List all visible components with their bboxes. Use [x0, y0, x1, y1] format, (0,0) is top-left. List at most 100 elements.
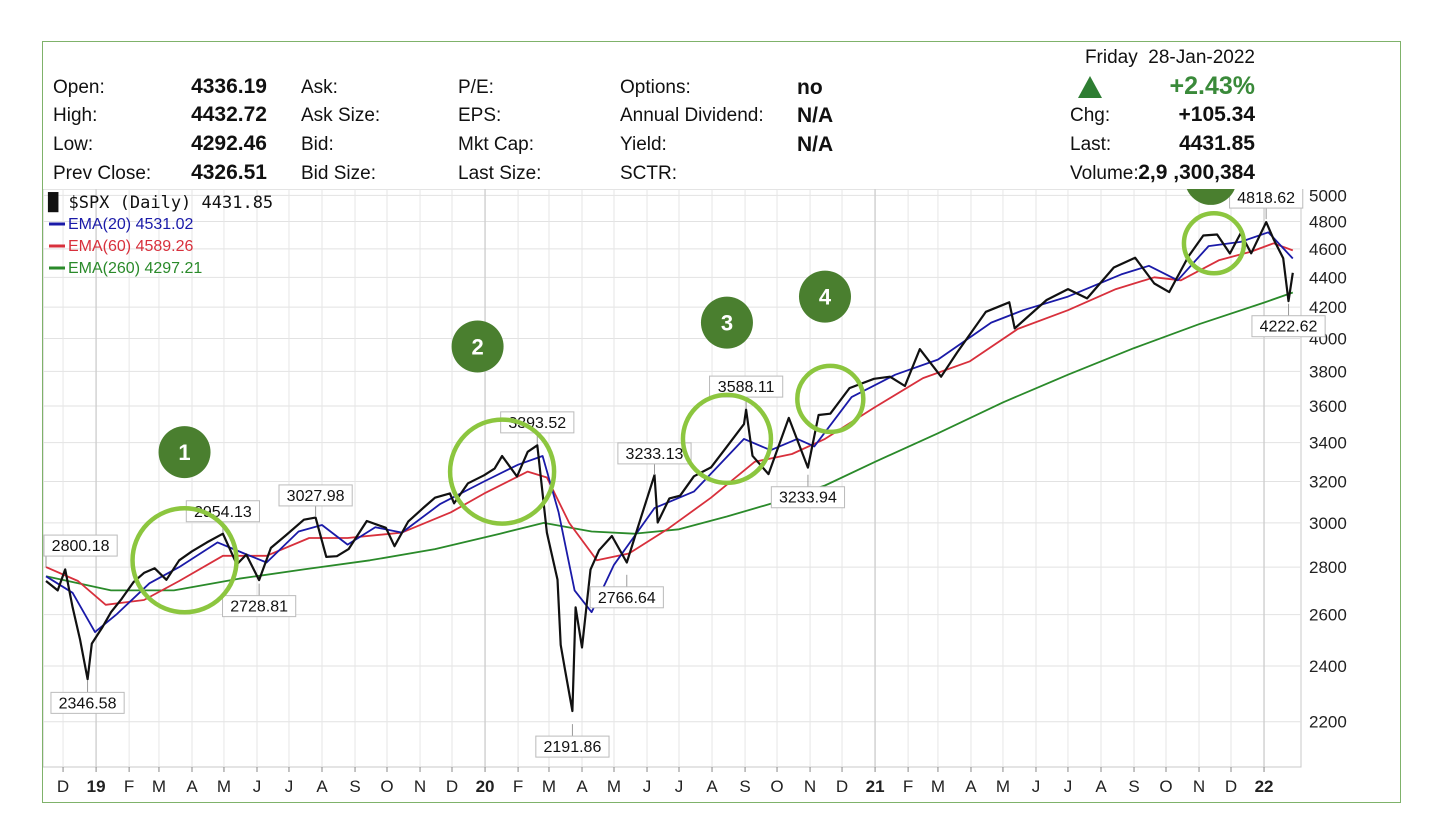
x-tick-label: M: [217, 777, 231, 796]
quote-date: Friday 28-Jan-2022: [1084, 47, 1255, 68]
y-tick-label: 5000: [1309, 189, 1347, 205]
quote-value: +105.34: [1178, 103, 1256, 126]
annotation-label: 3393.52: [508, 415, 566, 432]
x-tick-label: J: [1064, 777, 1073, 796]
quote-value: 4432.72: [191, 103, 267, 126]
price-chart: 2200240026002800300032003400360038004000…: [43, 189, 1347, 796]
x-tick-label: N: [414, 777, 426, 796]
highlight-2: 2: [447, 320, 557, 526]
y-tick-label: 3000: [1309, 514, 1347, 533]
quote-label: Yield:: [620, 134, 667, 155]
price-annotation: 4818.62: [1229, 189, 1304, 220]
annotation-label: 2728.81: [230, 599, 288, 616]
legend-entry: EMA(20) 4531.02: [68, 216, 194, 233]
y-tick-label: 3400: [1309, 434, 1347, 453]
x-tick-label: F: [124, 777, 134, 796]
x-tick-label: M: [996, 777, 1010, 796]
quote-value: 4336.19: [191, 75, 267, 98]
price-annotation: 3233.13: [617, 442, 692, 475]
highlight-badge: [1186, 189, 1235, 205]
y-tick-label: 3800: [1309, 362, 1347, 381]
ema260-line: [45, 291, 1294, 592]
quote-label: Ask:: [301, 77, 338, 98]
x-tick-label: F: [513, 777, 523, 796]
highlight-circle: [447, 417, 557, 526]
x-tick-label: A: [186, 777, 198, 796]
highlight-badge-label: 4: [819, 285, 832, 310]
annotation-label: 3233.13: [626, 446, 684, 463]
quote-label: Options:: [620, 77, 691, 98]
quote-label: SCTR:: [620, 163, 677, 184]
highlight-badge: [700, 296, 753, 349]
highlight-badge: [798, 270, 851, 323]
quote-value: 4326.51: [191, 161, 267, 184]
x-tick-label: J: [643, 777, 652, 796]
highlight-5: 5: [1181, 189, 1247, 276]
annotation-box: [1229, 189, 1304, 209]
quote-label: Mkt Cap:: [458, 134, 535, 155]
x-tick-label: S: [349, 777, 360, 796]
quote-value: 4292.46: [191, 132, 267, 155]
x-tick-label: M: [607, 777, 621, 796]
annotation-box: [222, 595, 297, 618]
legend: █ $SPX (Daily) 4431.85 EMA(20) 4531.02 EMA…: [47, 192, 273, 277]
annotation-label: 3233.94: [779, 490, 837, 507]
price-annotation: 3233.94: [770, 474, 846, 509]
highlight-badge-label: 5: [1205, 189, 1217, 192]
quote-value: 4431.85: [1179, 132, 1255, 155]
quote-value: 2,9 ,300,384: [1138, 161, 1255, 184]
y-tick-label: 2800: [1309, 558, 1347, 577]
x-tick-label: A: [965, 777, 977, 796]
x-tick-label: O: [1159, 777, 1172, 796]
up-arrow-icon: [1078, 76, 1102, 98]
y-tick-label: 4600: [1309, 240, 1347, 259]
annotation-label: 4818.62: [1237, 190, 1295, 207]
x-tick-label: M: [152, 777, 166, 796]
x-tick-label: D: [446, 777, 458, 796]
x-tick-label: F: [903, 777, 913, 796]
highlight-badge-label: 2: [471, 335, 483, 360]
y-tick-label: 2400: [1309, 657, 1347, 676]
x-tick-label: M: [542, 777, 556, 796]
x-tick-label: S: [739, 777, 750, 796]
quote-label: Low:: [53, 134, 94, 155]
quote-label: EPS:: [458, 105, 502, 126]
price-annotation: 3393.52: [500, 411, 575, 444]
chart-frame: Friday 28-Jan-2022 +2.43% Open: 4336.19 Hi…: [42, 41, 1401, 803]
highlight-circle: [130, 506, 239, 615]
price-annotation: 4222.62: [1251, 303, 1326, 338]
x-tick-label: N: [1193, 777, 1205, 796]
quote-label: Volume:: [1070, 163, 1139, 184]
y-tick-label: 3600: [1309, 397, 1347, 416]
x-tick-label: D: [57, 777, 69, 796]
annotation-box: [278, 484, 353, 507]
plot-area: [43, 189, 1302, 768]
quote-label: Annual Dividend:: [620, 105, 764, 126]
x-tick-label: A: [316, 777, 328, 796]
quote-panel: Friday 28-Jan-2022 +2.43% Open: 4336.19 Hi…: [43, 42, 1335, 190]
highlight-badge: [451, 320, 504, 373]
price-annotation: 3027.98: [278, 484, 353, 517]
annotation-label: 3588.11: [718, 379, 775, 396]
x-tick-label: O: [380, 777, 393, 796]
annotation-box: [50, 691, 125, 714]
annotation-label: 2191.86: [544, 739, 602, 756]
annotation-box: [617, 442, 692, 465]
x-tick-label: D: [836, 777, 848, 796]
highlight-badge: [158, 426, 211, 479]
x-tick-label: 19: [87, 777, 106, 796]
highlight-circle: [1181, 211, 1247, 276]
highlight-circle: [795, 363, 866, 435]
x-tick-label: A: [576, 777, 588, 796]
quote-label: Ask Size:: [301, 105, 381, 126]
highlight-circle: [680, 392, 774, 486]
price-annotation: 2800.18: [43, 534, 118, 568]
annotation-label: 2766.64: [598, 590, 656, 607]
x-tick-label: J: [1032, 777, 1041, 796]
quote-label: Last Size:: [458, 163, 542, 184]
chart-title: █ $SPX (Daily) 4431.85: [47, 192, 273, 213]
price-annotation: 2346.58: [50, 680, 125, 714]
quote-label: Bid:: [301, 134, 334, 155]
y-tick-label: 4200: [1309, 298, 1347, 317]
annotation-box: [43, 534, 118, 557]
